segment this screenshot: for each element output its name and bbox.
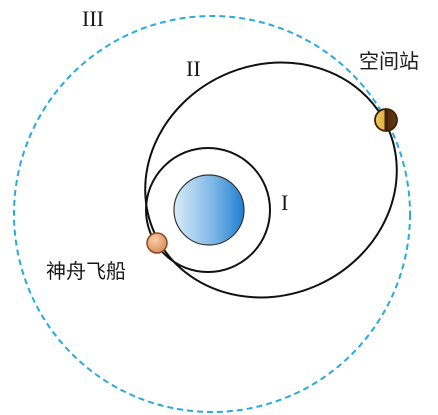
orbit-2-label: II	[186, 56, 201, 81]
space-station-label: 空间站	[359, 49, 419, 73]
spacecraft-label: 神舟飞船	[46, 259, 126, 283]
orbit-1-circle	[145, 147, 271, 273]
space-station-marker	[374, 108, 398, 132]
orbit-3-circle	[13, 15, 411, 413]
spacecraft-marker	[146, 232, 168, 254]
orbit-3-label: III	[82, 6, 104, 31]
earth	[173, 174, 245, 246]
orbit-1-label: I	[281, 190, 289, 215]
